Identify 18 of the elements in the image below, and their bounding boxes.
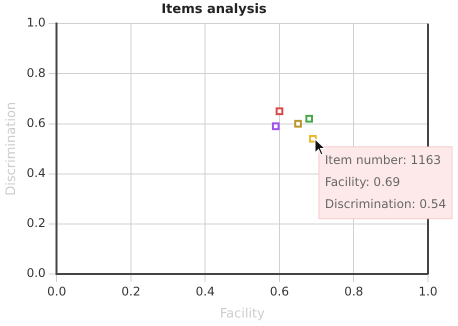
- y-tick-label: 0.0: [26, 266, 46, 280]
- point: [276, 107, 284, 116]
- y-tick-label: 0.4: [26, 166, 46, 180]
- point: [272, 122, 280, 130]
- y-tick-label: 1.0: [26, 16, 46, 30]
- y-tick-label: 0.2: [26, 216, 46, 230]
- x-tick-label: 0.4: [196, 284, 215, 298]
- point: [305, 114, 314, 123]
- y-tick-label: 0.6: [26, 116, 46, 130]
- x-tick-label: 0.0: [47, 284, 66, 298]
- x-tick-label: 1.0: [418, 284, 438, 298]
- point: [294, 120, 302, 128]
- y-tick-label: 0.8: [26, 66, 46, 80]
- annotation: Item number: 1163 Facility: 0.69 Discrimination: 0.54: [324, 152, 446, 211]
- x-tick-label: 0.8: [344, 284, 364, 298]
- x-tick-label: 0.6: [270, 284, 290, 298]
- chart-title: Items analysis: [161, 2, 267, 18]
- x-tick-label: 0.2: [121, 284, 140, 298]
